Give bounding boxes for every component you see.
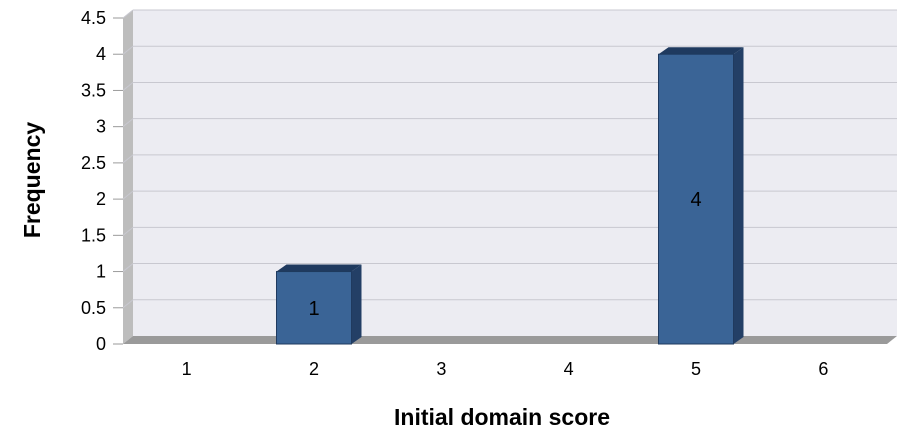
floor-panel <box>123 336 897 344</box>
gridline-side <box>122 190 134 200</box>
gridline-side <box>122 45 134 55</box>
bar <box>276 264 362 345</box>
bar-side <box>733 47 744 344</box>
bar-top <box>276 264 362 272</box>
gridline-side <box>122 154 134 164</box>
data-labels: 14 <box>308 189 701 320</box>
gridline-side <box>122 226 134 236</box>
x-tick-label: 4 <box>564 359 574 379</box>
y-axis-ticks: 0 0.5 1 1.5 2 2.5 3 3.5 4 4.5 <box>81 8 123 354</box>
bars <box>276 47 744 345</box>
wall-panel <box>123 10 133 344</box>
y-tick-label: 3 <box>96 117 106 137</box>
bar <box>658 47 744 345</box>
x-axis-ticks: 1 2 3 4 5 6 <box>182 359 829 379</box>
x-tick-label: 3 <box>436 359 446 379</box>
bar-side <box>351 264 362 344</box>
bar-top <box>658 47 744 55</box>
x-tick-label: 1 <box>182 359 192 379</box>
gridline-side <box>122 118 134 128</box>
gridline-side <box>122 299 134 309</box>
gridline-side <box>122 82 134 91</box>
bar-front <box>658 53 734 345</box>
y-tick-label: 0 <box>96 334 106 354</box>
floor <box>123 336 897 344</box>
side-wall <box>123 10 133 344</box>
y-tick-label: 1 <box>96 262 106 282</box>
gridline-side <box>122 263 134 272</box>
data-label: 1 <box>308 298 319 320</box>
x-tick-label: 2 <box>309 359 319 379</box>
x-tick-label: 6 <box>818 359 828 379</box>
y-axis-title: Frequency <box>19 122 45 239</box>
y-tick-label: 4.5 <box>81 8 106 28</box>
plot-area <box>133 10 897 336</box>
x-axis-title: Initial domain score <box>394 404 610 430</box>
y-tick-label: 2 <box>96 189 106 209</box>
data-label: 4 <box>690 189 701 211</box>
gridlines <box>122 9 897 309</box>
bar-front <box>276 271 352 345</box>
y-tick-label: 3.5 <box>81 80 106 100</box>
x-tick-label: 5 <box>691 359 701 379</box>
y-tick-label: 1.5 <box>81 225 106 245</box>
y-tick-label: 0.5 <box>81 298 106 318</box>
gridline-side <box>122 9 134 19</box>
y-tick-label: 2.5 <box>81 153 106 173</box>
plot-background <box>133 10 897 336</box>
y-tick-label: 4 <box>96 44 106 64</box>
